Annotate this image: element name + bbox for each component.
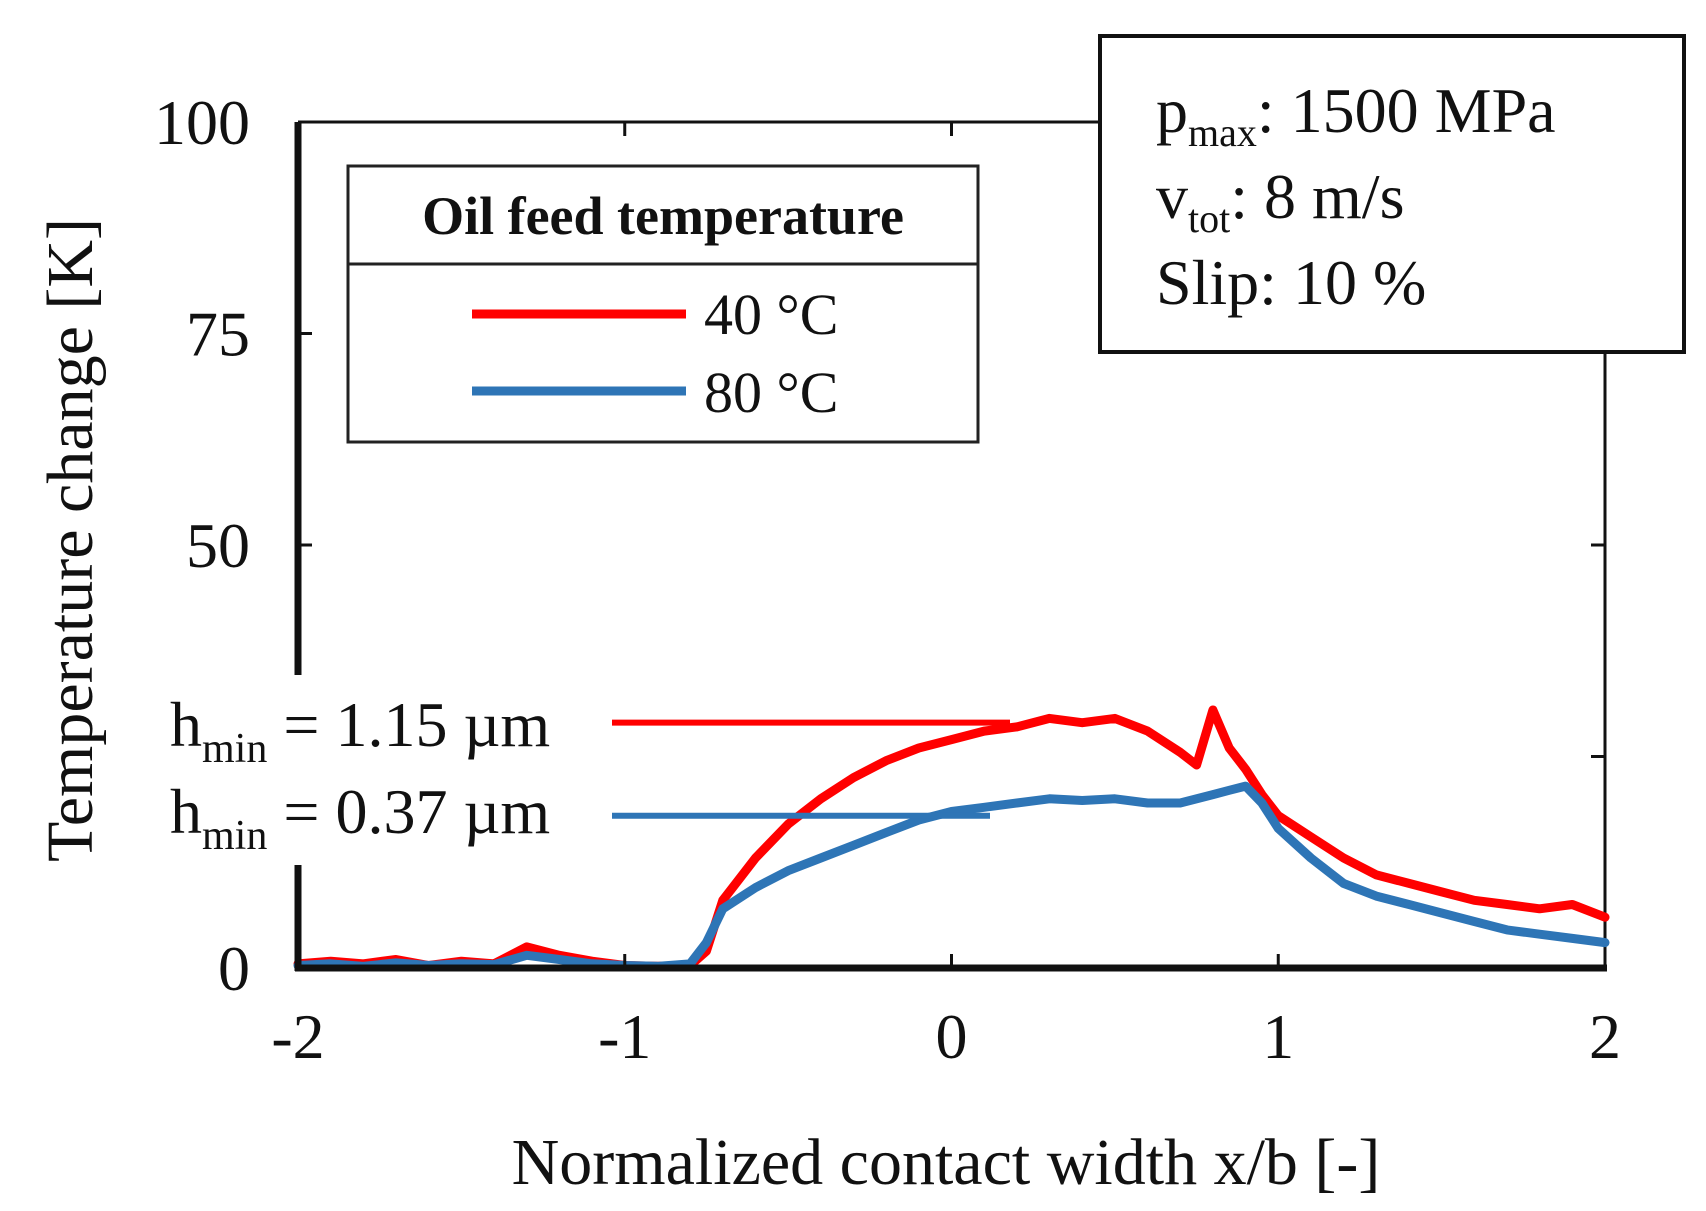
info-slip: Slip: 10 % — [1156, 247, 1426, 318]
hmin-80c-base: h — [170, 776, 202, 847]
legend-box — [346, 164, 980, 444]
hmin-40c-rest: = 1.15 µm — [267, 689, 550, 760]
legend-title: Oil feed temperature — [422, 186, 904, 246]
info-vtot-sub: tot — [1188, 196, 1230, 241]
x-axis-title: Normalized contact width x/b [-] — [512, 1126, 1381, 1199]
info-vtot-base: v — [1156, 161, 1188, 232]
info-pmax: pmax: 1500 MPa — [1156, 75, 1556, 155]
series-line-40c — [293, 705, 1610, 971]
info-box-frame — [1098, 34, 1686, 354]
x-tick-label: -1 — [598, 1001, 651, 1072]
hmin-label-backdrop — [160, 675, 600, 865]
hmin-40c-base: h — [170, 689, 202, 760]
legend-label-80c: 80 °C — [704, 360, 838, 425]
info-vtot: vtot: 8 m/s — [1156, 161, 1404, 241]
info-pmax-base: p — [1156, 75, 1188, 146]
hmin-80c-sub: min — [202, 813, 267, 859]
hmin-annotations: hmin = 1.15 µm hmin = 0.37 µm — [160, 675, 1010, 865]
series-layer — [293, 705, 1610, 971]
y-tick-label: 50 — [186, 510, 250, 581]
legend: Oil feed temperature 40 °C 80 °C — [346, 164, 980, 444]
info-vtot-rest: : 8 m/s — [1230, 161, 1404, 232]
y-tick-label: 100 — [154, 87, 250, 158]
y-tick-label: 75 — [186, 299, 250, 370]
axes-layer: -2 -1 0 1 2 0 50 75 100 — [154, 87, 1621, 1072]
x-tick-label: 2 — [1589, 1001, 1621, 1072]
hmin-40c-sub: min — [202, 726, 267, 772]
y-axis-title: Temperature change [K] — [34, 218, 107, 862]
hmin-label-80c: hmin = 0.37 µm — [170, 776, 550, 859]
series-line-80c — [293, 781, 1610, 971]
hmin-label-40c: hmin = 1.15 µm — [170, 689, 550, 772]
legend-label-40c: 40 °C — [704, 282, 838, 347]
info-pmax-rest: : 1500 MPa — [1257, 75, 1556, 146]
x-tick-label: 0 — [936, 1001, 968, 1072]
info-pmax-sub: max — [1188, 110, 1257, 155]
info-box: pmax: 1500 MPa vtot: 8 m/s Slip: 10 % — [1098, 34, 1686, 354]
hmin-80c-rest: = 0.37 µm — [267, 776, 550, 847]
x-tick-label: -2 — [271, 1001, 324, 1072]
y-tick-label: 0 — [218, 933, 250, 1004]
x-tick-label: 1 — [1262, 1001, 1294, 1072]
